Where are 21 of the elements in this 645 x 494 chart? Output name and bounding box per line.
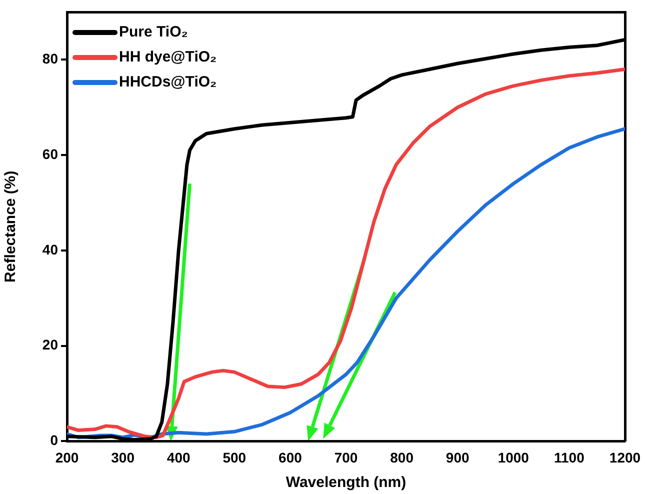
x-tick-label: 700 (334, 449, 358, 466)
x-tick-label: 300 (111, 449, 135, 466)
y-tick-label: 60 (42, 146, 58, 162)
legend-label: Pure TiO₂ (119, 24, 188, 41)
x-tick-label: 500 (222, 449, 246, 466)
x-tick-label: 1200 (609, 449, 641, 466)
x-tick-label: 1100 (554, 449, 585, 466)
x-tick-label: 1000 (498, 449, 530, 466)
y-tick-label: 40 (42, 241, 58, 258)
y-axis-title: Reflectance (%) (2, 170, 20, 282)
x-tick-label: 400 (166, 449, 190, 466)
x-tick-label: 800 (390, 449, 414, 466)
x-tick-label: 900 (446, 449, 470, 466)
y-tick-label: 0 (50, 432, 58, 448)
y-tick-label: 20 (42, 336, 58, 353)
x-tick-label: 200 (55, 449, 79, 466)
y-tick-label: 80 (42, 50, 58, 67)
legend-label: HHCDs@TiO₂ (119, 74, 217, 91)
legend-label: HH dye@TiO₂ (119, 48, 217, 66)
x-axis-title: Wavelength (nm) (286, 474, 406, 492)
x-tick-label: 600 (278, 449, 302, 466)
